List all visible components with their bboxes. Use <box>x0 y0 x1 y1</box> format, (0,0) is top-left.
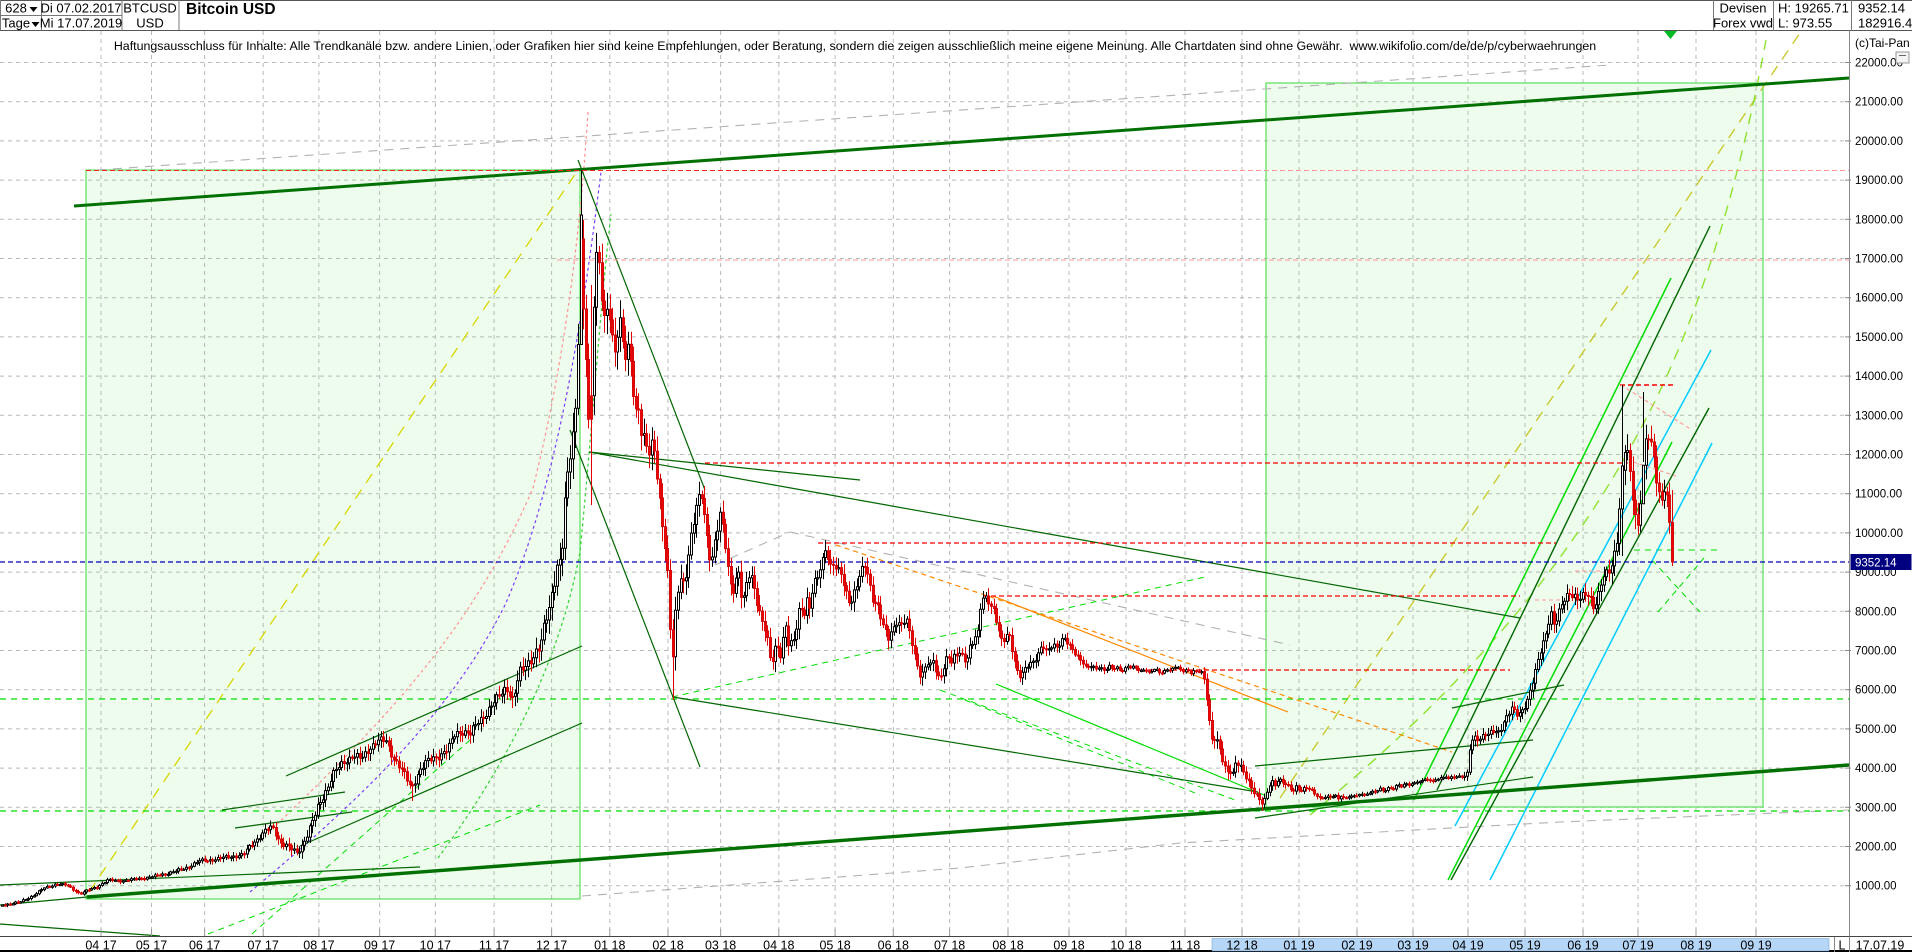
svg-text:11 18: 11 18 <box>1170 939 1200 952</box>
svg-text:6000.00: 6000.00 <box>1855 685 1897 697</box>
svg-text:(c)Tai-Pan: (c)Tai-Pan <box>1855 36 1910 50</box>
svg-text:07 19: 07 19 <box>1622 939 1653 952</box>
svg-text:11 17: 11 17 <box>479 939 509 952</box>
svg-text:13000.00: 13000.00 <box>1855 410 1903 422</box>
svg-text:08 18: 08 18 <box>992 939 1023 952</box>
svg-text:7000.00: 7000.00 <box>1855 646 1897 658</box>
svg-text:04 18: 04 18 <box>763 939 794 952</box>
svg-text:2000.00: 2000.00 <box>1855 842 1897 854</box>
svg-text:21000.00: 21000.00 <box>1855 97 1903 109</box>
svg-text:Haftungsausschluss für Inhalte: Haftungsausschluss für Inhalte: Alle Tre… <box>114 39 1596 53</box>
svg-text:02 19: 02 19 <box>1341 939 1372 952</box>
svg-text:BTCUSD: BTCUSD <box>123 1 176 16</box>
svg-text:1000.00: 1000.00 <box>1855 881 1897 893</box>
svg-text:09 19: 09 19 <box>1740 939 1771 952</box>
svg-text:9352.14: 9352.14 <box>1858 1 1905 16</box>
svg-text:USD: USD <box>136 16 163 31</box>
svg-text:12 17: 12 17 <box>536 939 567 952</box>
svg-text:14000.00: 14000.00 <box>1855 371 1903 383</box>
svg-text:01 18: 01 18 <box>594 939 625 952</box>
svg-text:08 17: 08 17 <box>303 939 334 952</box>
svg-text:L: 973.55: L: 973.55 <box>1778 16 1832 31</box>
svg-text:19000.00: 19000.00 <box>1855 175 1903 187</box>
svg-text:06 17: 06 17 <box>189 939 220 952</box>
svg-text:06 18: 06 18 <box>878 939 909 952</box>
svg-text:05 19: 05 19 <box>1509 939 1540 952</box>
svg-text:L: L <box>1839 939 1846 952</box>
svg-text:9000.00: 9000.00 <box>1855 567 1897 579</box>
svg-text:08 19: 08 19 <box>1680 939 1711 952</box>
svg-text:9352.14: 9352.14 <box>1855 558 1897 570</box>
svg-text:05 18: 05 18 <box>819 939 850 952</box>
svg-text:Mi 17.07.2019: Mi 17.07.2019 <box>40 16 122 31</box>
svg-text:628: 628 <box>5 1 27 16</box>
svg-text:07 18: 07 18 <box>934 939 965 952</box>
svg-text:4000.00: 4000.00 <box>1855 763 1897 775</box>
svg-text:Bitcoin USD: Bitcoin USD <box>186 1 276 18</box>
svg-text:03 19: 03 19 <box>1397 939 1428 952</box>
svg-text:17.07.19: 17.07.19 <box>1856 939 1905 952</box>
svg-text:12000.00: 12000.00 <box>1855 450 1903 462</box>
svg-text:22000.00: 22000.00 <box>1855 58 1903 70</box>
svg-text:182916.4/: 182916.4/ <box>1858 16 1912 31</box>
svg-text:8000.00: 8000.00 <box>1855 606 1897 618</box>
svg-text:5000.00: 5000.00 <box>1855 724 1897 736</box>
svg-text:18000.00: 18000.00 <box>1855 214 1903 226</box>
svg-text:15000.00: 15000.00 <box>1855 332 1903 344</box>
svg-text:3000.00: 3000.00 <box>1855 802 1897 814</box>
svg-text:07 17: 07 17 <box>248 939 279 952</box>
svg-text:05 17: 05 17 <box>136 939 167 952</box>
svg-text:20000.00: 20000.00 <box>1855 136 1903 148</box>
svg-text:10 18: 10 18 <box>1110 939 1141 952</box>
svg-text:Tage: Tage <box>2 16 30 31</box>
svg-text:01 19: 01 19 <box>1283 939 1314 952</box>
svg-text:16000.00: 16000.00 <box>1855 293 1903 305</box>
svg-text:03 18: 03 18 <box>705 939 736 952</box>
svg-text:06 19: 06 19 <box>1567 939 1598 952</box>
svg-text:09 17: 09 17 <box>364 939 395 952</box>
svg-text:10 17: 10 17 <box>420 939 451 952</box>
svg-text:04 19: 04 19 <box>1452 939 1483 952</box>
svg-text:17000.00: 17000.00 <box>1855 254 1903 266</box>
svg-text:H: 19265.71: H: 19265.71 <box>1778 1 1849 16</box>
svg-text:09 18: 09 18 <box>1053 939 1084 952</box>
svg-text:12 18: 12 18 <box>1226 939 1257 952</box>
svg-text:11000.00: 11000.00 <box>1855 489 1902 501</box>
svg-text:02 18: 02 18 <box>652 939 683 952</box>
svg-text:10000.00: 10000.00 <box>1855 528 1903 540</box>
svg-text:Di 07.02.2017: Di 07.02.2017 <box>41 1 122 16</box>
svg-text:04 17: 04 17 <box>85 939 116 952</box>
svg-text:Devisen: Devisen <box>1720 1 1767 16</box>
svg-text:Forex vwd: Forex vwd <box>1713 16 1773 31</box>
